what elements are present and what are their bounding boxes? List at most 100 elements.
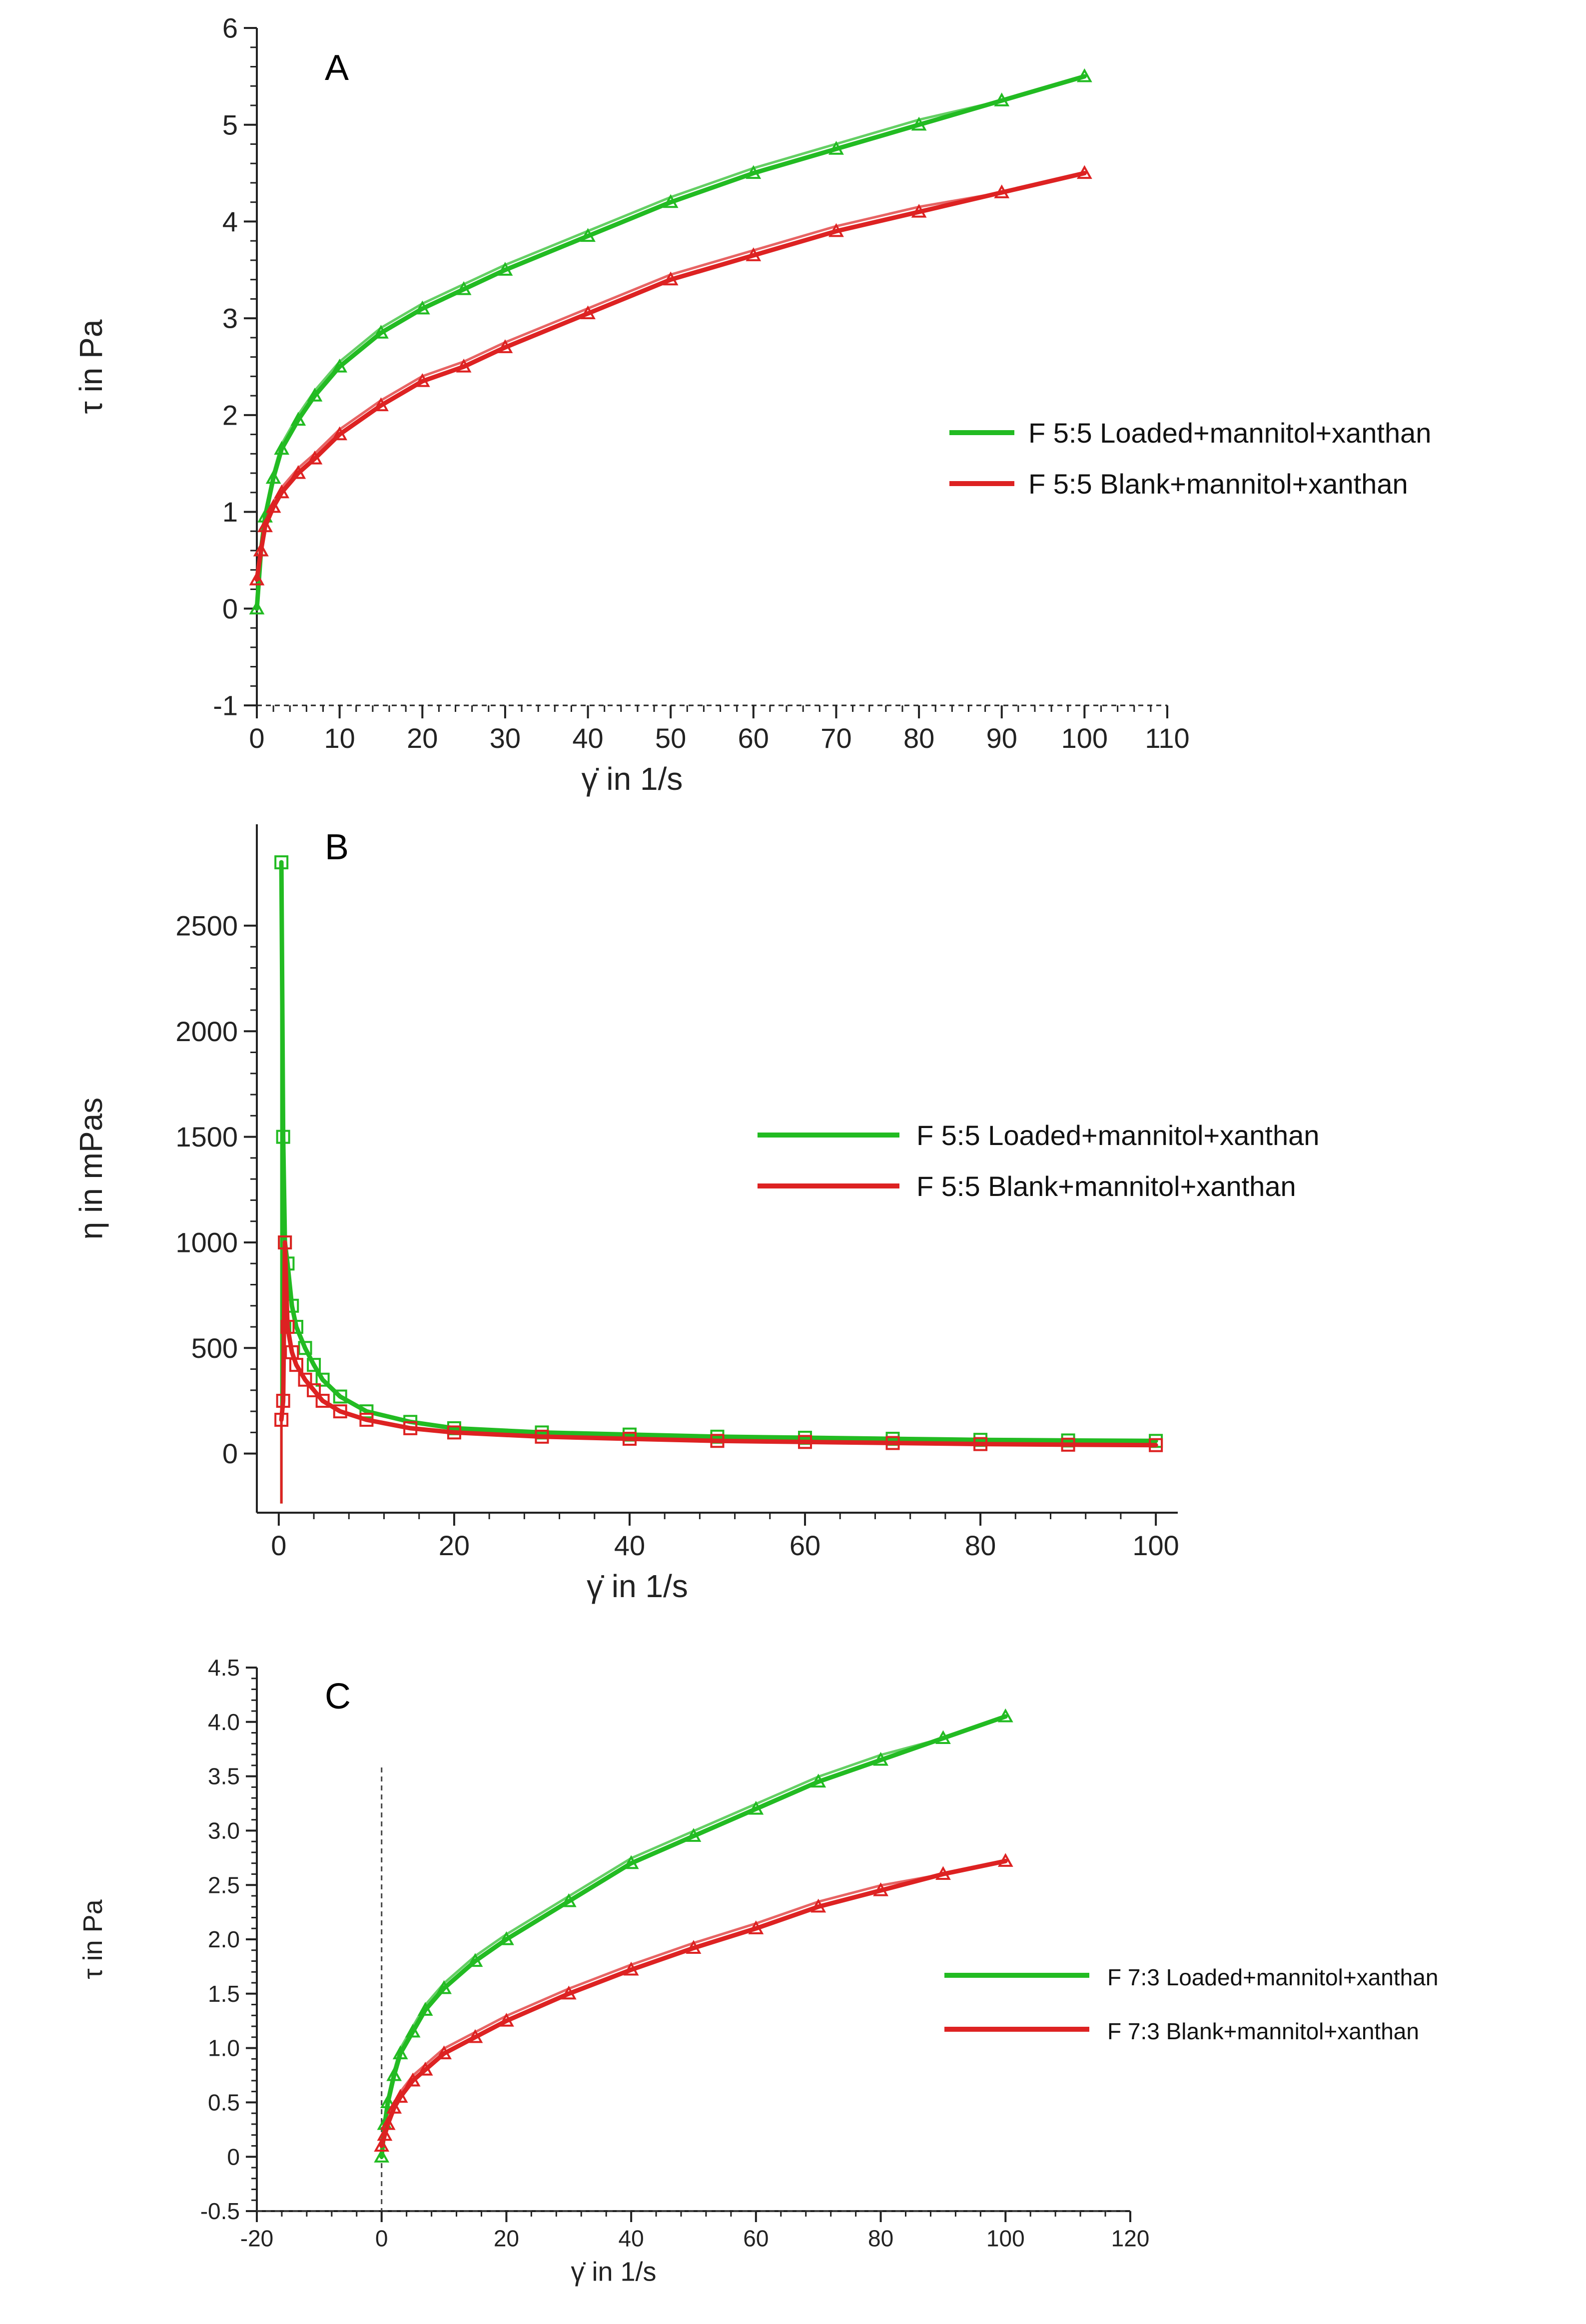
y-tick-label: 1500 [175,1121,238,1153]
data-point [289,1358,303,1372]
x-tick-label: 90 [986,722,1017,754]
series-loaded [374,1708,1013,2163]
y-axis-title: τ in Pa [78,1899,108,1979]
data-point [380,2094,396,2108]
data-point [249,600,265,614]
data-point [280,1320,295,1334]
series-return-line [380,1715,1006,2157]
data-point [497,262,513,276]
y-tick-label: 1.0 [208,2035,240,2061]
y-tick-label: 4 [222,206,238,237]
y-tick-label: 0 [222,593,238,624]
y-tick-label: 6 [222,12,238,44]
x-tick-label: 40 [619,2225,644,2251]
data-point [276,1393,290,1408]
legend-label: F 5:5 Blank+mannitol+xanthan [1028,468,1408,500]
data-point [290,412,306,426]
data-point [935,1730,951,1744]
data-point [274,1413,289,1427]
data-point [828,141,844,155]
y-tick-label: 4.5 [208,1655,240,1681]
y-tick-label: 0 [227,2144,240,2170]
y-axis-title: τ in Pa [73,319,109,414]
y-tick-label: 0.5 [208,2090,240,2116]
data-point [911,203,927,218]
data-point [1061,1437,1075,1452]
panel-c: -0.5 0 0.5 1.0 1.5 2.0 2.5 3.0 3.5 4.0 4.5 -20 0 20 40… [78,1655,1438,2287]
series-blank [274,1235,1163,1504]
data-point [810,1898,826,1913]
data-point [580,305,596,320]
data-point [265,499,281,513]
x-tick-label: 10 [324,722,355,754]
data-point [289,1320,303,1334]
data-point [280,1256,295,1271]
x-tick-label: 60 [790,1530,820,1561]
x-tick-label: 0 [249,722,264,754]
data-point [748,1800,764,1815]
data-point [392,2045,408,2060]
y-tick-label: 1 [222,496,238,528]
data-point [274,441,290,455]
data-point [663,194,679,208]
data-point [973,1437,988,1451]
data-point [746,247,762,261]
x-tick-label: 80 [903,722,934,754]
data-point [1149,1438,1163,1452]
data-point [456,358,472,373]
data-point [686,1940,702,1954]
data-point [414,300,430,315]
data-point [265,470,281,484]
y-tick-label: 2.5 [208,1872,240,1898]
panel-label: A [325,48,349,88]
data-point [467,2029,483,2043]
data-point [447,1425,461,1440]
data-point [798,1435,812,1449]
data-point [392,2089,408,2103]
panel-label: C [325,1677,351,1717]
data-point [417,2002,433,2016]
data-point [333,1404,347,1419]
data-point [307,1358,321,1372]
data-point [386,2100,402,2114]
data-point [403,1421,418,1435]
data-point [436,2045,452,2060]
data-point [686,1828,702,1842]
data-point [332,426,348,441]
x-axis-title: γ̇ in 1/s [571,2257,656,2287]
x-tick-label: 120 [1111,2225,1150,2251]
data-point [456,281,472,295]
x-tick-label: 40 [572,722,603,754]
data-point [497,339,513,353]
x-tick-label: 0 [375,2225,388,2251]
data-point [935,1866,951,1880]
y-tick-label: 3.5 [208,1763,240,1789]
data-point [377,2127,393,2141]
x-tick-label: 20 [407,722,438,754]
series-loaded [249,68,1092,614]
data-point [1076,165,1092,179]
x-tick-label: 100 [1061,722,1108,754]
data-point [333,1389,347,1404]
data-point [623,1961,639,1976]
data-point [374,2149,390,2163]
data-point [467,1953,483,1967]
series-line [379,1858,1008,2148]
y-tick-label: 5 [222,109,238,140]
series-return-line [280,862,1156,1442]
y-tick-label: 4.0 [208,1709,240,1735]
y-tick-label: 500 [191,1332,238,1364]
data-point [257,518,273,533]
series-blank [374,1853,1013,2152]
y-axis-title: η in mPas [73,1098,109,1240]
data-point [405,2072,421,2087]
data-point [307,450,323,465]
y-tick-label: -0.5 [200,2198,240,2224]
data-point [380,2116,396,2130]
series-blank [249,165,1092,585]
x-tick-label: -20 [240,2225,273,2251]
data-point [911,116,927,131]
data-point [561,1893,577,1907]
data-point [405,2023,421,2038]
